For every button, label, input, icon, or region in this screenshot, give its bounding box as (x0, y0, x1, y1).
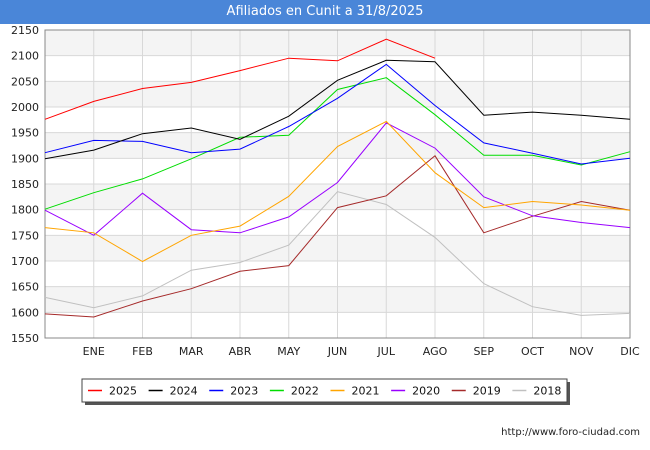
legend-label-2020: 2020 (412, 385, 440, 398)
y-tick-label: 1700 (11, 255, 39, 268)
legend-label-2022: 2022 (291, 385, 319, 398)
plot-frame (44, 29, 631, 339)
series-line-2021 (44, 120, 631, 263)
x-tick-label: JUL (377, 345, 396, 358)
y-tick-label: 1750 (11, 229, 39, 242)
x-tick-label: NOV (569, 345, 594, 358)
source-url[interactable]: http://www.foro-ciudad.com (501, 427, 640, 438)
legend: 2025 2024 2023 2022 2021 2020 2019 2018 (81, 378, 568, 403)
x-tick-label: ENE (83, 345, 105, 358)
chart-title: Afiliados en Cunit a 31/8/2025 (0, 0, 650, 24)
series-line-2020 (44, 122, 631, 236)
y-tick-label: 1900 (11, 152, 39, 165)
series-line-2024 (44, 59, 631, 160)
y-tick-label: 1850 (11, 178, 39, 191)
x-tick-label: MAR (179, 345, 204, 358)
series-line-2025 (44, 38, 436, 120)
x-tick-label: MAY (277, 345, 300, 358)
y-tick-label: 1650 (11, 281, 39, 294)
y-tick-label: 2000 (11, 101, 39, 114)
legend-label-2025: 2025 (109, 385, 137, 398)
legend-box (81, 378, 568, 403)
x-tick-label: AGO (423, 345, 448, 358)
y-tick-label: 2100 (11, 50, 39, 63)
legend-label-2019: 2019 (473, 385, 501, 398)
series-line-2022 (44, 77, 631, 210)
legend-label-2021: 2021 (352, 385, 380, 398)
x-tick-label: FEB (132, 345, 153, 358)
x-tick-label: JUN (327, 345, 348, 358)
x-tick-label: DIC (620, 345, 640, 358)
y-tick-label: 1800 (11, 204, 39, 217)
legend-label-2023: 2023 (230, 385, 258, 398)
x-tick-label: ABR (229, 345, 252, 358)
y-tick-label: 2050 (11, 75, 39, 88)
y-tick-label: 1550 (11, 332, 39, 345)
y-tick-label: 1950 (11, 127, 39, 140)
x-tick-label: SEP (473, 345, 494, 358)
series-line-2018 (44, 191, 631, 316)
legend-label-2018: 2018 (533, 385, 561, 398)
x-tick-label: OCT (521, 345, 544, 358)
y-tick-label: 1600 (11, 306, 39, 319)
legend-label-2024: 2024 (170, 385, 198, 398)
y-tick-label: 2150 (11, 24, 39, 37)
series-line-2023 (44, 63, 631, 165)
